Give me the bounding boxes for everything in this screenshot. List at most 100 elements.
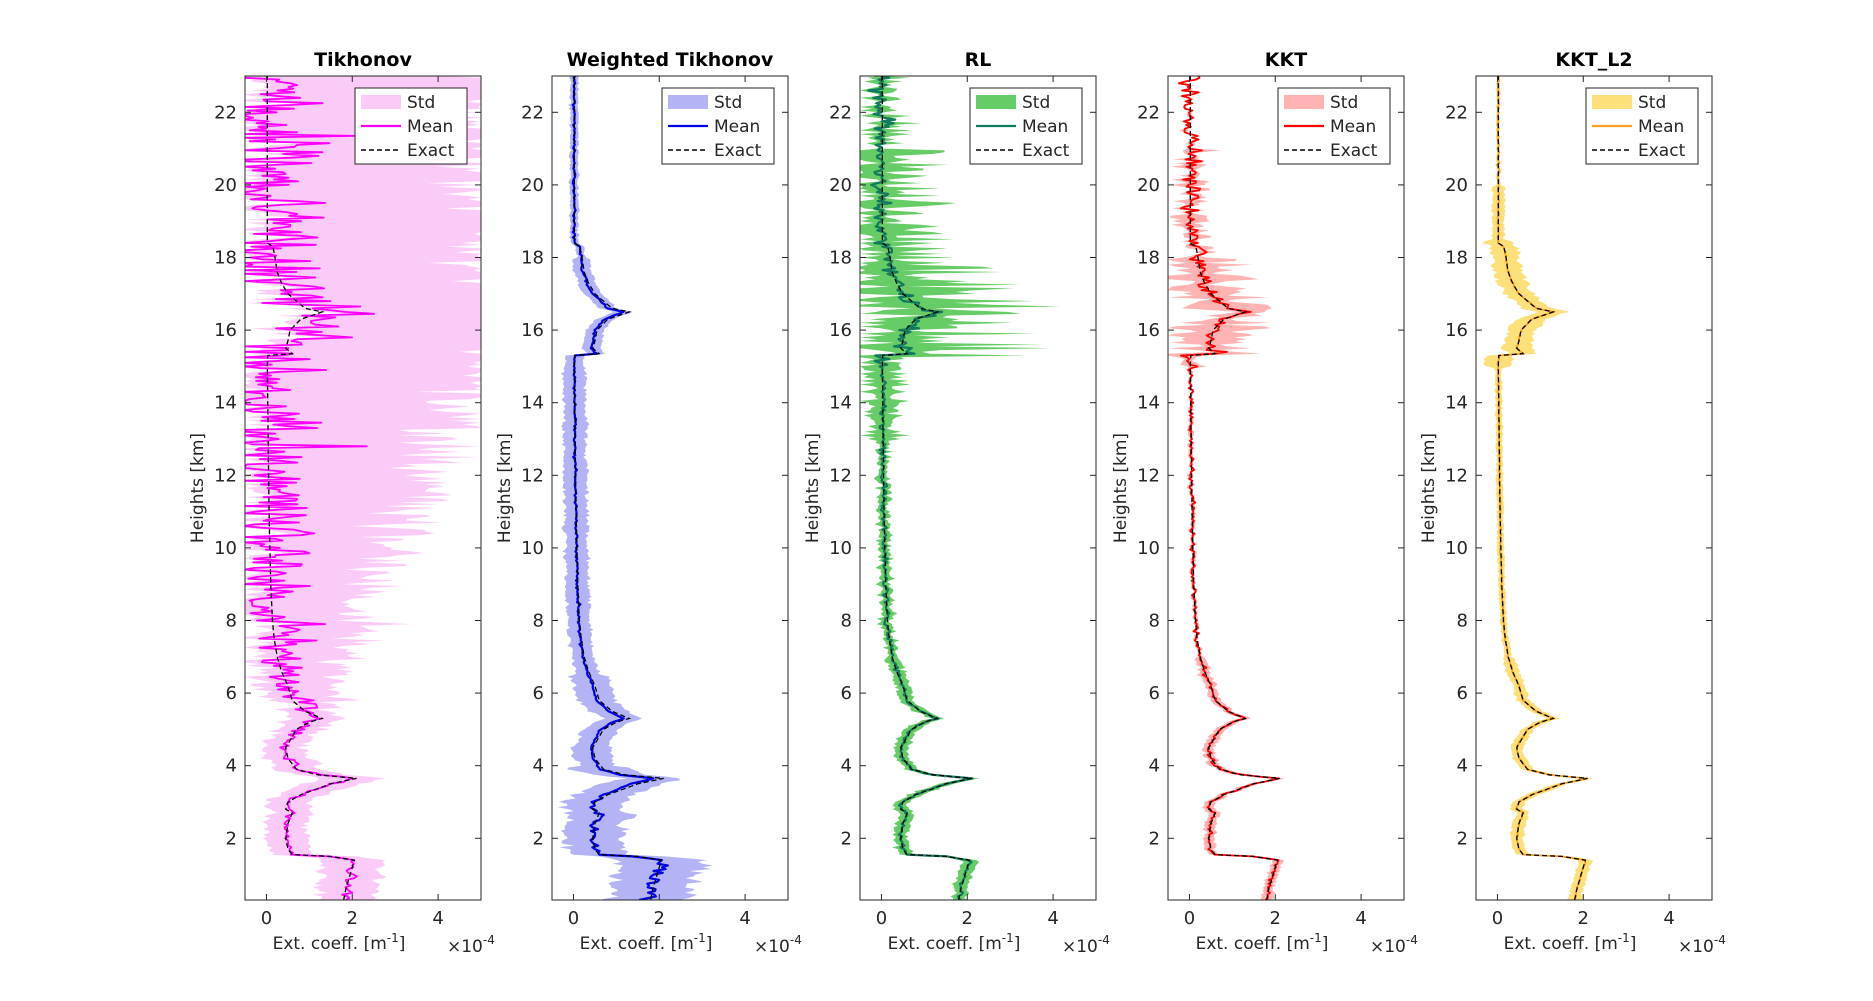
ytick-label: 14 — [829, 393, 852, 414]
ytick-label: 22 — [829, 102, 852, 123]
ytick-label: 20 — [829, 175, 852, 196]
y-axis-label: Heights [km] — [1111, 433, 1131, 543]
ytick-label: 12 — [1137, 465, 1160, 486]
ytick-label: 4 — [533, 756, 544, 777]
legend: Std Mean Exact — [354, 87, 468, 165]
panel-title: KKT — [1265, 49, 1307, 71]
panel-tikhonov: 2 4 6 8 10 12 14 16 18 20 22 0 2 4 Tikhonov Heights [km… — [188, 49, 495, 957]
ytick-label: 12 — [214, 465, 237, 486]
xtick-label: 2 — [962, 908, 973, 929]
ytick-label: 6 — [1457, 683, 1468, 704]
ytick-label: 10 — [214, 538, 237, 559]
xtick-label: 4 — [1663, 908, 1674, 929]
ytick-label: 16 — [829, 320, 852, 341]
legend-std-swatch — [976, 95, 1016, 109]
legend-exact-label: Exact — [407, 141, 455, 161]
ytick-label: 4 — [226, 756, 237, 777]
panel-title: Tikhonov — [314, 49, 412, 71]
plot-content — [557, 76, 713, 900]
ytick-label: 6 — [1149, 683, 1160, 704]
plot-content — [1482, 76, 1594, 900]
legend-mean-label: Mean — [1638, 117, 1684, 137]
ytick-label: 20 — [1445, 175, 1468, 196]
legend-exact-label: Exact — [1638, 141, 1686, 161]
legend-std-label: Std — [1638, 93, 1666, 113]
ytick-label: 6 — [533, 683, 544, 704]
ytick-label: 18 — [521, 247, 544, 268]
ytick-label: 14 — [1445, 393, 1468, 414]
ytick-label: 10 — [521, 538, 544, 559]
std-band — [860, 76, 1061, 900]
y-axis-label: Heights [km] — [803, 433, 823, 543]
axes-box — [1167, 75, 1405, 901]
xtick-label: 0 — [1492, 908, 1503, 929]
x-axis-label: Ext. coeff. [m-1] — [888, 931, 1021, 954]
legend-mean-label: Mean — [714, 117, 760, 137]
ytick-label: 18 — [214, 247, 237, 268]
ytick-label: 8 — [533, 610, 544, 631]
plot-content — [245, 76, 481, 900]
xtick-label: 2 — [654, 908, 665, 929]
plot-content — [860, 76, 1061, 900]
ytick-label: 14 — [214, 393, 237, 414]
exact-line — [266, 76, 357, 900]
legend-std-label: Std — [1022, 93, 1050, 113]
legend: Std Mean Exact — [1585, 87, 1699, 165]
x-multiplier: ×10-4 — [1678, 933, 1726, 957]
panel-kkt-l2: 2 4 6 8 10 12 14 16 18 20 22 0 2 4 KKT_L2 Heights [km] E… — [1419, 49, 1726, 957]
ytick-label: 10 — [1137, 538, 1160, 559]
ytick-label: 6 — [226, 683, 237, 704]
ytick-label: 22 — [214, 102, 237, 123]
ytick-label: 2 — [841, 828, 852, 849]
legend: Std Mean Exact — [969, 87, 1083, 165]
ytick-label: 18 — [1137, 247, 1160, 268]
std-band — [245, 76, 481, 900]
std-band — [557, 76, 713, 900]
ytick-label: 22 — [1445, 102, 1468, 123]
exact-line — [881, 76, 972, 900]
ytick-label: 2 — [533, 828, 544, 849]
axes-box — [859, 75, 1097, 901]
ytick-label: 16 — [521, 320, 544, 341]
ytick-label: 22 — [521, 102, 544, 123]
panel-title: KKT_L2 — [1555, 49, 1632, 71]
ytick-label: 8 — [1457, 610, 1468, 631]
x-axis-label: Ext. coeff. [m-1] — [1196, 931, 1329, 954]
y-axis-label: Heights [km] — [495, 433, 515, 543]
plot-content — [1168, 76, 1285, 900]
ytick-label: 14 — [1137, 393, 1160, 414]
panel-kkt: 2 4 6 8 10 12 14 16 18 20 22 0 2 4 KKT Heights [km] Ext.… — [1111, 49, 1418, 957]
legend: Std Mean Exact — [1277, 87, 1391, 165]
ytick-label: 10 — [1445, 538, 1468, 559]
xtick-label: 2 — [1578, 908, 1589, 929]
legend: Std Mean Exact — [661, 87, 775, 165]
x-multiplier: ×10-4 — [754, 933, 802, 957]
xtick-label: 4 — [739, 908, 750, 929]
xtick-label: 0 — [876, 908, 887, 929]
mean-line — [245, 76, 375, 900]
panel-title: Weighted Tikhonov — [567, 49, 774, 71]
legend-exact-label: Exact — [714, 141, 762, 161]
std-band — [1482, 76, 1594, 900]
xtick-label: 4 — [432, 908, 443, 929]
ytick-label: 2 — [1149, 828, 1160, 849]
ytick-label: 12 — [521, 465, 544, 486]
ytick-label: 6 — [841, 683, 852, 704]
legend-std-swatch — [1592, 95, 1632, 109]
legend-std-label: Std — [407, 93, 435, 113]
axes-box — [1475, 75, 1713, 901]
ytick-label: 16 — [1137, 320, 1160, 341]
plot-area — [1168, 76, 1404, 900]
ytick-label: 12 — [829, 465, 852, 486]
std-band — [1168, 76, 1285, 900]
legend-std-swatch — [1284, 95, 1324, 109]
panel-weighted-tikhonov: 2 4 6 8 10 12 14 16 18 20 22 0 2 4 Weighted Tikhonov He… — [495, 49, 802, 957]
x-axis-label: Ext. coeff. [m-1] — [1504, 931, 1637, 954]
ytick-label: 16 — [214, 320, 237, 341]
exact-line — [1497, 76, 1588, 900]
ytick-label: 18 — [829, 247, 852, 268]
legend-mean-label: Mean — [407, 117, 453, 137]
ytick-label: 4 — [1457, 756, 1468, 777]
ytick-label: 20 — [214, 175, 237, 196]
ytick-label: 20 — [521, 175, 544, 196]
